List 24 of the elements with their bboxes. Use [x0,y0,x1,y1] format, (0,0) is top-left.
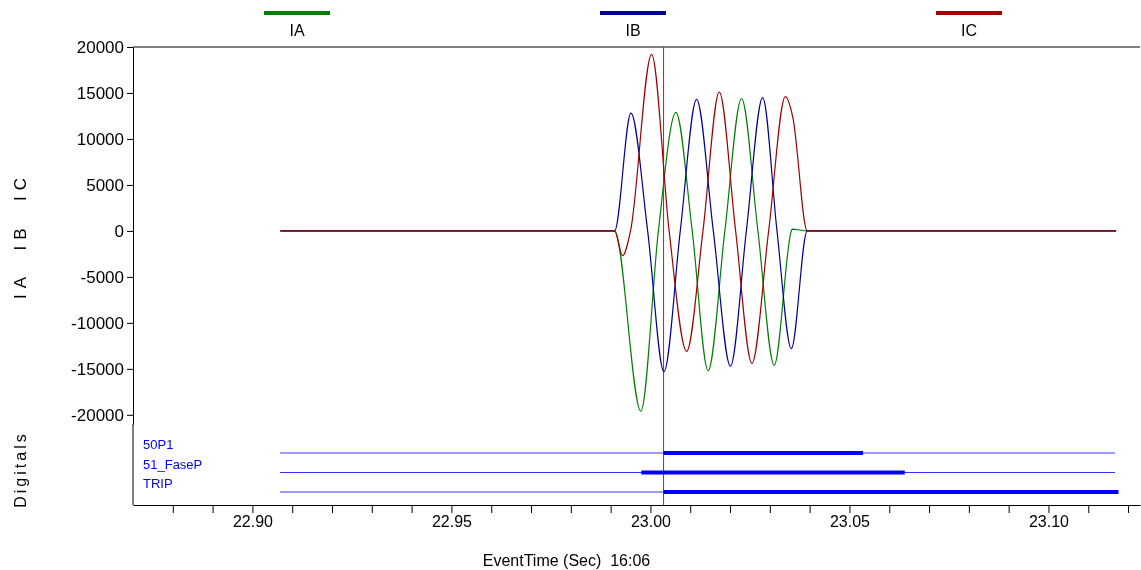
y-tick-label: TRIP [143,476,173,491]
y-tick-label: 15000 [76,83,124,103]
x-tick-label: 22.95 [431,513,473,531]
y-tick-label: 10000 [76,129,124,149]
line-series [279,53,1117,364]
y-tick-label: -5000 [80,267,124,287]
x-tick-label: 23.00 [630,513,672,531]
y-tick-label: 50P1 [143,437,174,452]
x-tick-label: 23.05 [829,513,871,531]
legend-label: IA [289,22,305,39]
y-tick-label: 20000 [76,37,124,57]
x-axis-title: EventTime (Sec) 16:06 [482,552,651,569]
y-tick-label: -15000 [71,359,124,379]
y-tick-label: -10000 [71,313,124,333]
legend-label: IC [961,22,977,39]
x-tick-label: 23.10 [1028,513,1070,531]
y-axis-title: IA IB IC [11,171,30,300]
y-tick-label: 5000 [86,175,124,195]
y-tick-label: -20000 [71,405,124,425]
y-tick-label: 0 [114,221,124,241]
x-tick-label: 22.90 [232,513,274,531]
legend-label: IB [625,22,641,39]
y-tick-label: 51_FaseP [143,456,203,472]
y-axis-title: Digitals [12,431,29,508]
